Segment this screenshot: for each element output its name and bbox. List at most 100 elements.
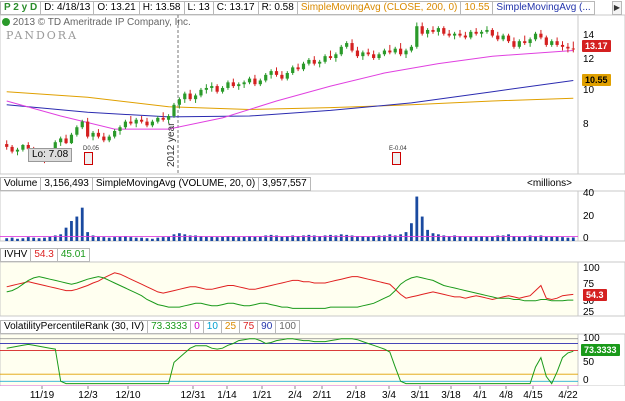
price-header: P 2 y D D: 4/18/13 O: 13.21 H: 13.58 L: 13 C:… — [0, 1, 595, 15]
volume-bar — [415, 196, 419, 241]
volume-plot-area — [0, 190, 579, 242]
candle — [301, 61, 306, 72]
low-label: L: 13 — [183, 1, 214, 15]
candle — [231, 78, 235, 88]
candle — [328, 50, 333, 60]
period-label[interactable]: P 2 y D — [0, 1, 42, 15]
low-callout: Lo: 7.08 — [28, 148, 73, 162]
volume-bar — [356, 236, 359, 241]
candle-body — [118, 127, 122, 131]
volume-bar — [383, 235, 386, 241]
price-panel[interactable] — [0, 14, 625, 175]
candle-body — [156, 117, 160, 122]
time-axis: 11/19 12/3 12/10 12/31 1/14 1/21 2/4 2/11 2/18 3/… — [0, 386, 625, 401]
vpr-panel[interactable] — [0, 333, 625, 387]
iv-value: 54.3 — [30, 248, 58, 262]
status-dot-icon[interactable] — [2, 18, 10, 27]
candle — [307, 58, 311, 66]
year-marker: 2012 year — [166, 122, 177, 167]
volume-header: Volume 3,156,493 SimpleMovingAvg (VOLUME, … — [0, 177, 311, 191]
candle-body — [253, 78, 257, 85]
volume-bar — [339, 234, 343, 241]
volume-label[interactable]: Volume — [0, 177, 42, 191]
candle-body — [345, 43, 349, 47]
candle-body — [517, 41, 521, 47]
volume-bar — [80, 207, 84, 241]
candle-body — [490, 29, 494, 36]
volume-bar — [420, 216, 424, 241]
candle-body — [393, 48, 397, 53]
dividend-marker-icon[interactable] — [84, 152, 93, 165]
candle — [377, 52, 381, 60]
candle-body — [166, 116, 171, 120]
candle — [544, 35, 548, 47]
candle-body — [533, 33, 538, 40]
sma-badge: 10.55 — [582, 74, 611, 86]
candle — [474, 28, 478, 36]
vpr-tick-50: 50 — [583, 357, 595, 368]
candle-body — [258, 80, 262, 85]
candle — [188, 89, 192, 102]
candle — [442, 26, 446, 36]
volume-bar — [463, 236, 467, 241]
candle — [523, 35, 527, 45]
time-tick-label: 3/18 — [441, 390, 461, 401]
volume-bar — [550, 236, 554, 241]
candle — [220, 86, 225, 94]
candle — [447, 29, 451, 38]
ivhv-header: IVHV 54.3 45.01 — [0, 248, 90, 262]
volume-bar — [334, 235, 338, 241]
candle-body — [5, 144, 9, 147]
candle — [355, 46, 360, 59]
volume-bar — [134, 237, 138, 241]
volume-panel[interactable] — [0, 190, 625, 242]
candle-body — [512, 41, 516, 47]
candle — [264, 72, 268, 83]
volume-bar — [350, 235, 354, 241]
candle — [571, 41, 575, 53]
volume-bar — [226, 236, 230, 241]
vpr-level-25: 25 — [220, 320, 241, 334]
candle — [15, 147, 20, 156]
volume-bar — [361, 236, 365, 241]
volume-bar — [16, 238, 19, 241]
header-scroll-right-icon[interactable]: ▶ — [612, 1, 622, 15]
vpr-label[interactable]: VolatilityPercentileRank (30, IV) — [0, 320, 149, 334]
ivhv-panel[interactable] — [0, 261, 625, 317]
ivhv-label[interactable]: IVHV — [0, 248, 32, 262]
candle — [426, 28, 430, 38]
volume-bar — [91, 235, 95, 241]
time-tick-label: 3/4 — [382, 390, 396, 401]
candle — [258, 78, 262, 87]
candle — [528, 37, 532, 47]
price-plot-area — [0, 14, 579, 175]
volume-sma-label[interactable]: SimpleMovingAvg (VOLUME, 20, 0) — [91, 177, 260, 191]
candle-body — [447, 33, 451, 36]
candle — [5, 140, 9, 150]
volume-bar — [253, 236, 257, 241]
candle-body — [199, 89, 203, 96]
candle-body — [560, 44, 565, 47]
candle-body — [566, 46, 570, 49]
volume-bar — [302, 235, 305, 241]
earnings-marker-icon[interactable] — [392, 152, 401, 165]
volume-bar — [64, 227, 68, 241]
time-axis-area — [0, 386, 625, 401]
candle-body — [544, 37, 548, 45]
sma-more-label[interactable]: SimpleMovingAvg (... — [492, 1, 595, 15]
vpr-badge: 73.3333 — [581, 344, 620, 356]
volume-bar — [517, 236, 521, 241]
candle — [129, 116, 133, 126]
volume-bar — [318, 236, 322, 241]
candle-body — [59, 138, 63, 143]
candle-body — [420, 26, 424, 34]
candle-body — [264, 74, 268, 81]
candle — [269, 69, 273, 79]
candle-body — [69, 134, 74, 144]
volume-bar — [102, 237, 106, 241]
candle-body — [296, 67, 300, 70]
candle — [107, 134, 111, 143]
volume-bar — [501, 235, 505, 241]
sma200-label[interactable]: SimpleMovingAvg (CLOSE, 200, 0) — [296, 1, 462, 15]
candle — [361, 50, 365, 60]
